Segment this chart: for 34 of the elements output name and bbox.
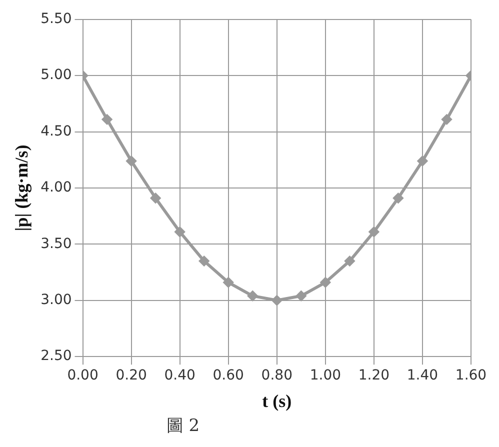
y-tick-label: 3.00 <box>40 292 72 308</box>
point <box>126 156 136 166</box>
x-tick-label: 0.80 <box>261 368 292 384</box>
point <box>272 295 282 306</box>
y-tick-label: 4.50 <box>40 123 72 140</box>
point <box>150 193 161 204</box>
y-axis-title: |p| (kg·m/s) <box>11 144 32 232</box>
point <box>368 226 379 237</box>
x-tick-label: 1.60 <box>455 368 487 384</box>
caption: 圖 2 <box>166 416 200 436</box>
x-tick-label: 1.00 <box>310 368 341 384</box>
point <box>296 290 306 301</box>
x-tick-label: 0.00 <box>67 368 98 384</box>
y-tick-label: 4.00 <box>40 180 72 196</box>
x-tick-label: 1.40 <box>406 368 438 384</box>
point <box>417 156 428 166</box>
point <box>248 290 258 301</box>
y-tick-label: 5.00 <box>40 67 72 84</box>
point <box>442 114 452 124</box>
x-tick-label: 0.20 <box>116 368 147 384</box>
point <box>223 277 234 288</box>
point <box>344 256 355 266</box>
x-tick-label: 0.40 <box>164 368 196 384</box>
point <box>320 277 330 288</box>
point <box>393 193 404 204</box>
y-tick-label: 3.50 <box>40 236 72 252</box>
point <box>199 256 210 266</box>
y-tick-label: 5.50 <box>40 11 72 28</box>
point <box>174 226 185 237</box>
x-tick-label: 0.60 <box>212 368 244 384</box>
x-tick-label: 1.20 <box>358 368 390 384</box>
x-axis-title: t (s) <box>262 390 292 411</box>
y-tick-label: 2.50 <box>40 348 72 364</box>
point <box>102 114 112 124</box>
